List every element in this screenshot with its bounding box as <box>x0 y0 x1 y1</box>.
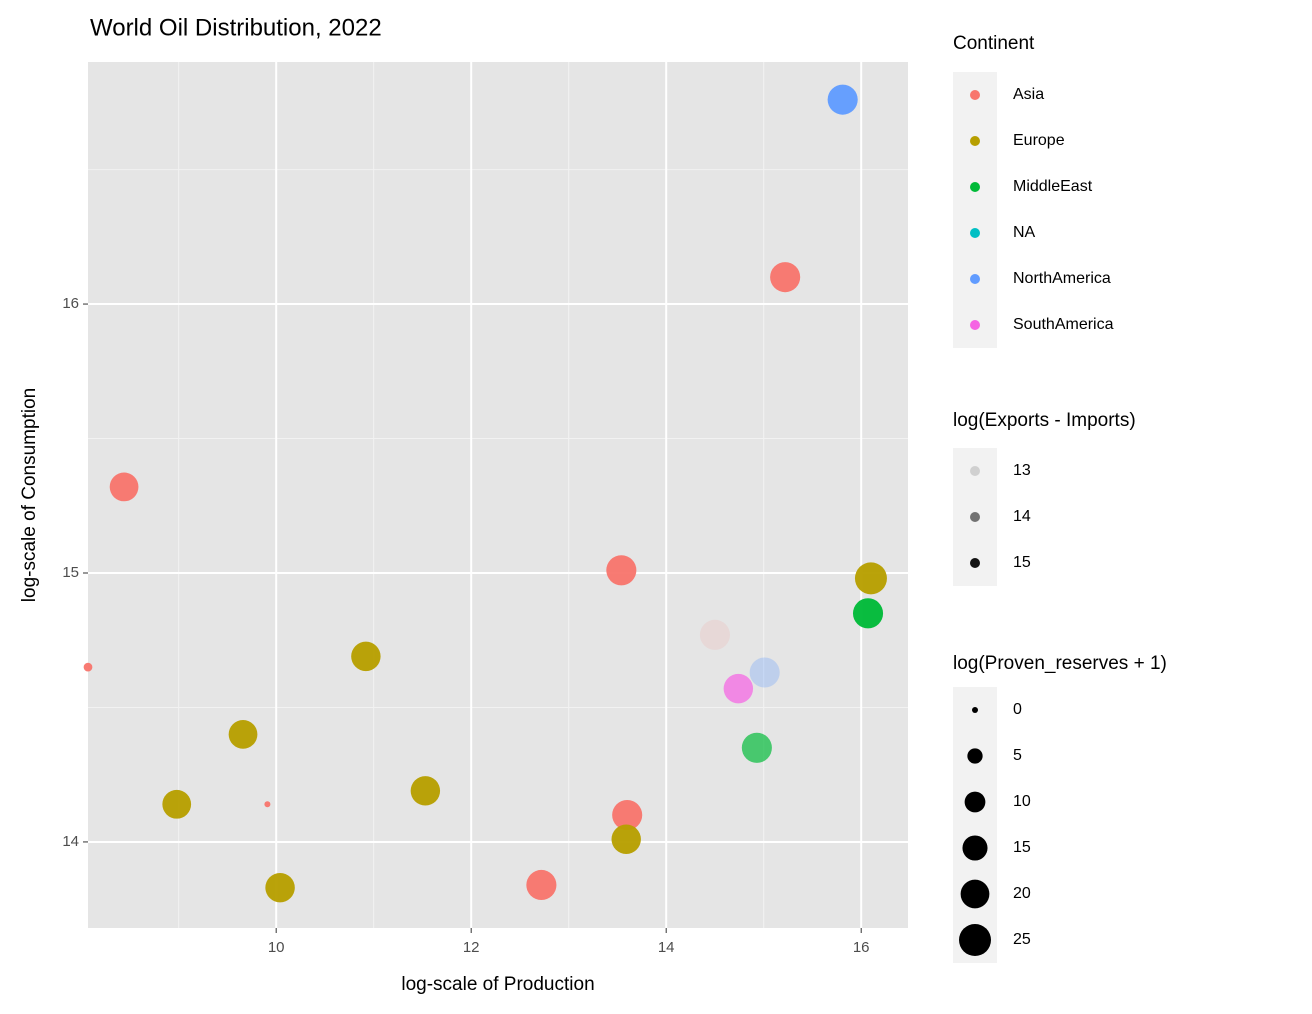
legend-key <box>970 182 980 192</box>
legend-keys <box>953 687 997 963</box>
legend-label: NorthAmerica <box>1013 270 1111 287</box>
legend-label: 15 <box>1013 554 1031 571</box>
y-tick-label: 16 <box>62 295 79 312</box>
legend-key <box>970 320 980 330</box>
data-point <box>606 555 637 586</box>
legend-label: MiddleEast <box>1013 178 1093 195</box>
legend-label: 5 <box>1013 747 1022 764</box>
x-tick-label: 12 <box>463 939 480 956</box>
data-point <box>264 801 271 808</box>
data-point <box>723 673 754 704</box>
y-tick-label: 15 <box>62 564 79 581</box>
legend-key <box>970 228 980 238</box>
chart-title: World Oil Distribution, 2022 <box>90 14 382 41</box>
legend-title: Continent <box>953 33 1035 54</box>
legend-key <box>970 512 980 522</box>
data-point <box>351 641 381 672</box>
legend-label: 25 <box>1013 931 1031 948</box>
data-point <box>410 776 441 806</box>
legend-key <box>970 466 980 476</box>
x-tick-label: 14 <box>658 939 675 956</box>
legend-key <box>959 924 991 956</box>
legend-key <box>970 558 980 568</box>
data-point <box>109 472 139 502</box>
legend-key <box>970 136 980 146</box>
data-point <box>852 598 884 629</box>
data-point <box>228 719 258 749</box>
data-point <box>770 262 801 293</box>
data-point <box>162 789 192 819</box>
data-point <box>526 869 557 901</box>
data-point <box>854 562 887 595</box>
legend-label: Europe <box>1013 132 1065 149</box>
legend-label: 14 <box>1013 508 1031 525</box>
panel <box>88 62 908 928</box>
legend-label: SouthAmerica <box>1013 316 1114 333</box>
data-point <box>265 872 295 903</box>
data-point <box>612 799 643 831</box>
legend-key <box>960 879 990 909</box>
legend-key <box>970 90 980 100</box>
legend-key <box>964 791 986 813</box>
data-point <box>827 84 858 115</box>
legend-title: log(Exports - Imports) <box>953 410 1136 431</box>
x-tick-label: 10 <box>268 939 285 956</box>
legend-label: 10 <box>1013 793 1031 810</box>
legend-label: NA <box>1013 224 1036 241</box>
data-point <box>749 657 780 688</box>
y-tick-label: 14 <box>62 833 79 850</box>
legend-label: 15 <box>1013 839 1031 856</box>
legend-keys <box>953 72 997 348</box>
legend-key <box>972 707 978 713</box>
legend-label: 20 <box>1013 885 1031 902</box>
legend-label: 0 <box>1013 701 1022 718</box>
data-point <box>699 619 730 650</box>
y-axis-title: log-scale of Consumption <box>19 388 40 602</box>
data-point <box>83 662 93 672</box>
legend-key <box>962 835 988 861</box>
x-axis-title: log-scale of Production <box>401 974 594 995</box>
legend-title: log(Proven_reserves + 1) <box>953 653 1167 674</box>
legend-key <box>967 748 983 764</box>
x-tick-label: 16 <box>853 939 870 956</box>
legend-label: Asia <box>1013 86 1044 103</box>
data-point <box>611 824 641 854</box>
data-point <box>741 732 772 763</box>
legend-label: 13 <box>1013 462 1031 479</box>
legend-key <box>970 274 980 284</box>
